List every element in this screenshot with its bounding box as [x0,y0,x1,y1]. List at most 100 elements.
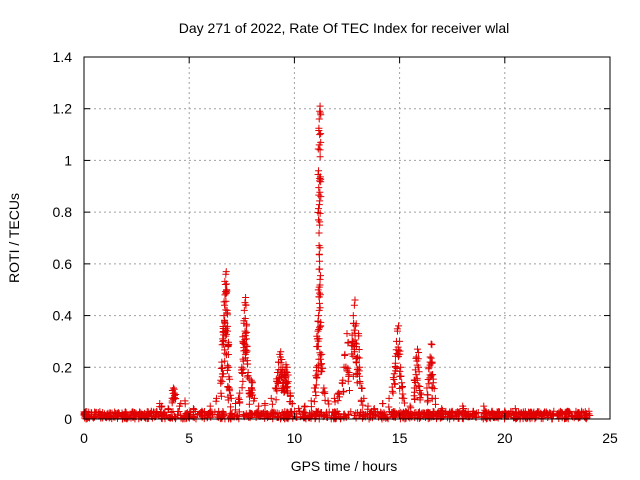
data-point [165,406,173,414]
data-point [296,407,304,415]
data-point [493,408,501,416]
data-point [325,400,333,408]
data-point [350,301,358,309]
data-point [231,406,239,414]
data-point [377,408,385,416]
data-point [478,413,486,421]
data-point [401,399,409,407]
chart-title: Day 271 of 2022, Rate Of TEC Index for r… [179,20,509,36]
data-point [417,391,425,399]
data-point [400,394,408,402]
data-point [220,298,228,306]
data-point [223,309,231,317]
data-point [172,390,180,398]
data-point [460,410,468,418]
data-point [226,375,234,383]
data-point [442,407,450,415]
data-point [234,394,242,402]
data-point [358,384,366,392]
data-point [424,391,432,399]
data-point [358,414,366,422]
y-tick-label: 0.2 [53,359,73,375]
data-point [316,291,324,299]
data-point [207,408,215,416]
data-point [322,410,330,418]
data-point [315,124,323,132]
data-point [312,392,320,400]
data-point [277,348,285,356]
x-tick-label: 20 [497,430,513,446]
data-point [316,109,324,117]
data-point [223,327,231,335]
data-point [355,332,363,340]
data-point [242,335,250,343]
data-point [245,400,253,408]
data-point [157,403,165,411]
data-point [218,341,226,349]
data-point [315,250,323,258]
data-point [316,257,324,265]
data-point [425,365,433,373]
data-point [522,410,530,418]
y-tick-label: 1.4 [53,49,73,65]
data-point [215,407,223,415]
data-point [429,371,437,379]
data-point [317,272,325,280]
data-point [317,360,325,368]
data-point [396,412,404,420]
plot-frame [83,56,611,420]
data-point [468,412,476,420]
data-point [331,398,339,406]
data-point [246,414,254,422]
data-point [247,389,255,397]
data-point [221,357,229,365]
data-point [314,327,322,335]
data-point [481,406,489,414]
data-point [281,408,289,416]
data-point [431,394,439,402]
y-tick-label: 0.4 [53,308,73,324]
data-point [164,405,172,413]
data-point [227,394,235,402]
data-point [416,396,424,404]
data-point [220,336,228,344]
data-point [351,322,359,330]
data-point [189,405,197,413]
x-tick-label: 25 [602,430,618,446]
data-point [586,412,594,420]
data-point [433,409,441,417]
data-point [248,379,256,387]
data-point [223,287,231,295]
data-point [345,410,353,418]
data-point [226,391,234,399]
data-point [271,409,279,417]
data-point [553,412,561,420]
data-point [352,359,360,367]
data-point [239,370,247,378]
data-point [222,306,230,314]
data-point [225,363,233,371]
x-tick-label: 5 [185,430,193,446]
data-point [432,410,440,418]
data-point [317,355,325,363]
data-point [184,409,192,417]
data-point [242,293,250,301]
x-tick-label: 15 [392,430,408,446]
data-point [241,336,249,344]
data-point [406,402,414,410]
data-point [197,409,205,417]
data-point [130,410,138,418]
data-point [390,370,398,378]
data-point [310,384,318,392]
data-point [217,379,225,387]
data-point [317,138,325,146]
data-point [224,310,232,318]
data-point [455,414,463,422]
data-point [385,403,393,411]
data-point [360,394,368,402]
data-point [302,409,310,417]
data-point [351,296,359,304]
data-point [407,404,415,412]
data-point [565,409,573,417]
data-point [413,345,421,353]
